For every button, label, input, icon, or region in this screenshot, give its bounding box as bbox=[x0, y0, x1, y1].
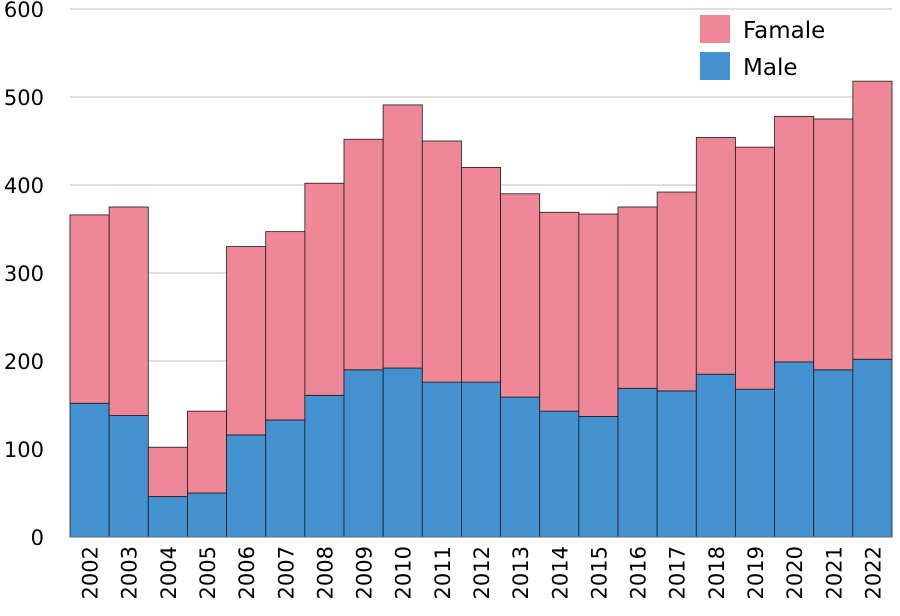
x-tick-label-2013: 2013 bbox=[509, 546, 533, 599]
y-tick-labels: 0 100 200 300 400 500 600 bbox=[4, 0, 44, 550]
x-tick-label-2021: 2021 bbox=[822, 546, 846, 599]
y-tick-label: 100 bbox=[4, 438, 44, 462]
bar-male-2015 bbox=[578, 416, 619, 538]
bar-male-2008 bbox=[304, 394, 345, 538]
x-tick-label-2010: 2010 bbox=[392, 546, 416, 599]
bar-male-2005 bbox=[187, 492, 227, 538]
y-tick-label: 500 bbox=[4, 86, 44, 110]
x-tick-label-2006: 2006 bbox=[235, 546, 259, 599]
bar-famale-2016 bbox=[617, 206, 658, 389]
bar-male-2003 bbox=[108, 415, 149, 538]
y-tick-label: 200 bbox=[4, 350, 44, 374]
bar-male-2009 bbox=[343, 369, 384, 538]
bar-famale-2019 bbox=[735, 146, 775, 390]
bar-famale-2021 bbox=[813, 118, 854, 371]
y-tick-label: 0 bbox=[31, 526, 44, 550]
legend-label-male: Male bbox=[743, 55, 797, 81]
bar-famale-2020 bbox=[774, 115, 815, 363]
x-tick-label-2011: 2011 bbox=[431, 546, 455, 599]
bar-male-2017 bbox=[656, 390, 697, 538]
bar-famale-2018 bbox=[695, 137, 736, 375]
x-tick-label-2020: 2020 bbox=[783, 546, 807, 599]
x-tick-label-2019: 2019 bbox=[744, 546, 768, 599]
bar-male-2012 bbox=[461, 381, 501, 538]
x-tick-label-2015: 2015 bbox=[587, 546, 611, 599]
bar-famale-2004 bbox=[147, 446, 188, 497]
x-tick-label-2005: 2005 bbox=[196, 546, 220, 599]
bar-famale-2013 bbox=[500, 193, 541, 398]
bar-famale-2017 bbox=[656, 191, 697, 392]
bar-male-2011 bbox=[421, 381, 462, 538]
bar-famale-2005 bbox=[187, 410, 227, 494]
bar-famale-2012 bbox=[461, 166, 501, 383]
bar-male-2020 bbox=[774, 361, 815, 538]
y-tick-label: 600 bbox=[4, 0, 44, 22]
x-tick-label-2016: 2016 bbox=[627, 546, 651, 599]
x-tick-label-2022: 2022 bbox=[861, 546, 885, 599]
bar-male-2016 bbox=[617, 387, 658, 538]
bar-famale-2014 bbox=[539, 211, 580, 412]
bar-male-2013 bbox=[500, 396, 541, 538]
x-tick-label-2012: 2012 bbox=[470, 546, 494, 599]
bar-male-2022 bbox=[852, 358, 893, 538]
legend-swatch-famale bbox=[700, 15, 730, 43]
bar-male-2014 bbox=[539, 410, 580, 538]
bar-male-2006 bbox=[226, 434, 267, 538]
x-tick-label-2007: 2007 bbox=[274, 546, 298, 599]
bar-male-2019 bbox=[735, 388, 775, 538]
bar-famale-2007 bbox=[265, 231, 306, 421]
x-tick-label-2009: 2009 bbox=[353, 546, 377, 599]
y-tick-label: 300 bbox=[4, 262, 44, 286]
bar-male-2007 bbox=[265, 419, 306, 538]
bar-famale-2008 bbox=[304, 182, 345, 396]
x-tick-labels: 2002 2003 2004 2005 2006 2007 2008 2009 2010 2011… bbox=[79, 546, 886, 599]
bars bbox=[69, 80, 893, 538]
x-tick-label-2017: 2017 bbox=[666, 546, 690, 599]
bar-famale-2011 bbox=[421, 140, 462, 383]
bar-famale-2006 bbox=[226, 246, 267, 436]
bar-famale-2010 bbox=[382, 104, 423, 369]
x-tick-label-2004: 2004 bbox=[157, 546, 181, 599]
x-tick-label-2014: 2014 bbox=[548, 546, 572, 599]
bar-male-2010 bbox=[382, 367, 423, 538]
bar-famale-2015 bbox=[578, 213, 619, 417]
y-tick-label: 400 bbox=[4, 174, 44, 198]
bar-famale-2022 bbox=[852, 80, 893, 360]
x-tick-label-2008: 2008 bbox=[313, 546, 337, 599]
x-tick-label-2003: 2003 bbox=[118, 546, 142, 599]
bar-famale-2002 bbox=[69, 214, 110, 404]
bar-famale-2009 bbox=[343, 138, 384, 371]
bar-male-2002 bbox=[69, 402, 110, 538]
x-tick-label-2002: 2002 bbox=[79, 546, 103, 599]
legend-label-famale: Famale bbox=[743, 18, 825, 44]
bar-male-2004 bbox=[147, 496, 188, 538]
x-tick-label-2018: 2018 bbox=[705, 546, 729, 599]
bar-male-2021 bbox=[813, 369, 854, 538]
bar-famale-2003 bbox=[108, 206, 149, 416]
legend-swatch-male bbox=[700, 52, 730, 80]
bar-male-2018 bbox=[695, 373, 736, 538]
legend: Famale Male bbox=[700, 15, 825, 81]
